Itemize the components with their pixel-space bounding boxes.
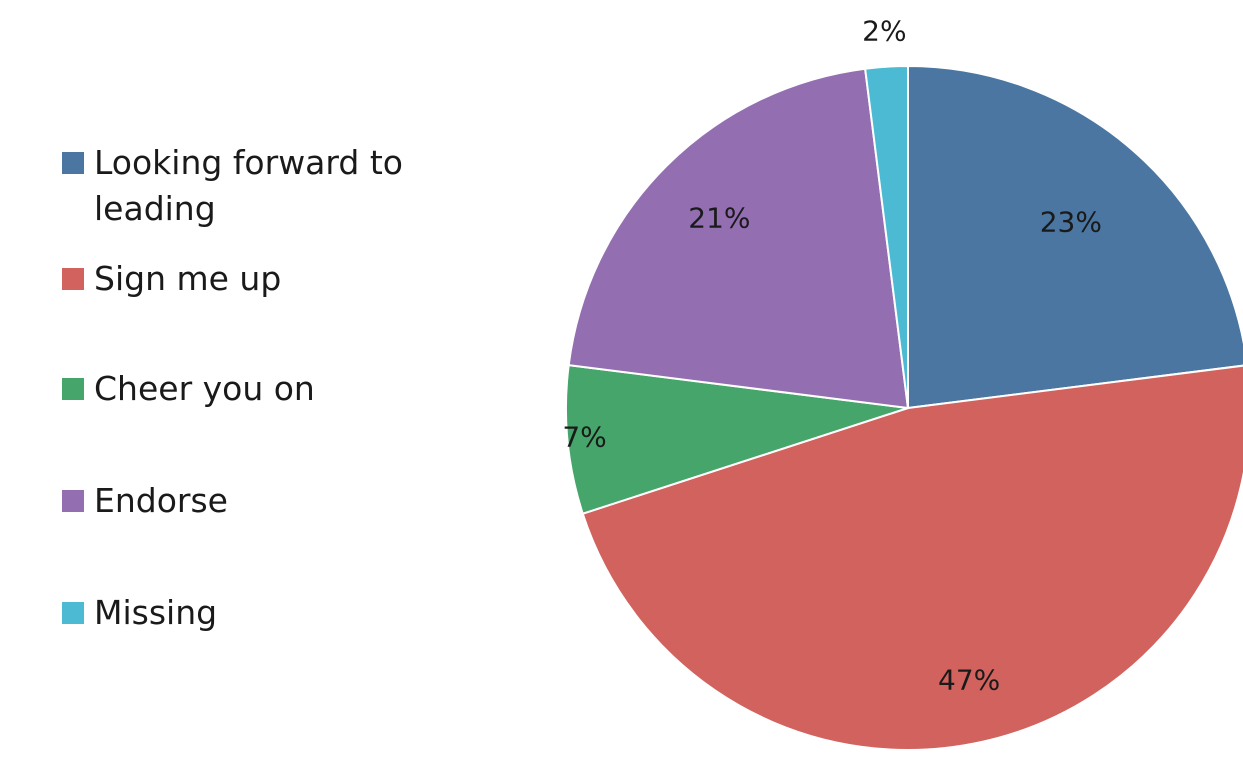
pie-slice-looking-forward — [907, 64, 1243, 410]
data-label-sign-me-up: 47% — [938, 664, 1000, 697]
pie-slice-cheer-you-on — [565, 364, 909, 515]
data-label-endorse: 21% — [688, 201, 750, 234]
legend-swatch-endorse — [62, 490, 84, 512]
legend-item-cheer-you-on: Cheer you on — [62, 366, 434, 412]
legend-item-endorse: Endorse — [62, 478, 434, 524]
legend-item-looking-forward: Looking forward to leading — [62, 140, 434, 232]
legend-label-endorse: Endorse — [94, 481, 228, 520]
legend-item-missing: Missing — [62, 590, 434, 636]
legend-label-cheer-you-on: Cheer you on — [94, 369, 315, 408]
legend-swatch-looking-forward — [62, 152, 84, 174]
legend-item-sign-me-up: Sign me up — [62, 256, 434, 302]
legend-swatch-sign-me-up — [62, 268, 84, 290]
legend-label-looking-forward: Looking forward to leading — [94, 143, 403, 228]
data-label-looking-forward: 23% — [1040, 205, 1102, 238]
legend-label-missing: Missing — [94, 593, 218, 632]
pie-slice-missing — [864, 64, 909, 409]
pie-slice-sign-me-up — [581, 364, 1243, 751]
legend-swatch-missing — [62, 602, 84, 624]
legend-label-sign-me-up: Sign me up — [94, 259, 282, 298]
pie-slice-endorse — [567, 67, 910, 410]
data-label-missing: 2% — [862, 15, 906, 48]
data-label-cheer-you-on: 7% — [562, 421, 606, 454]
legend-swatch-cheer-you-on — [62, 378, 84, 400]
